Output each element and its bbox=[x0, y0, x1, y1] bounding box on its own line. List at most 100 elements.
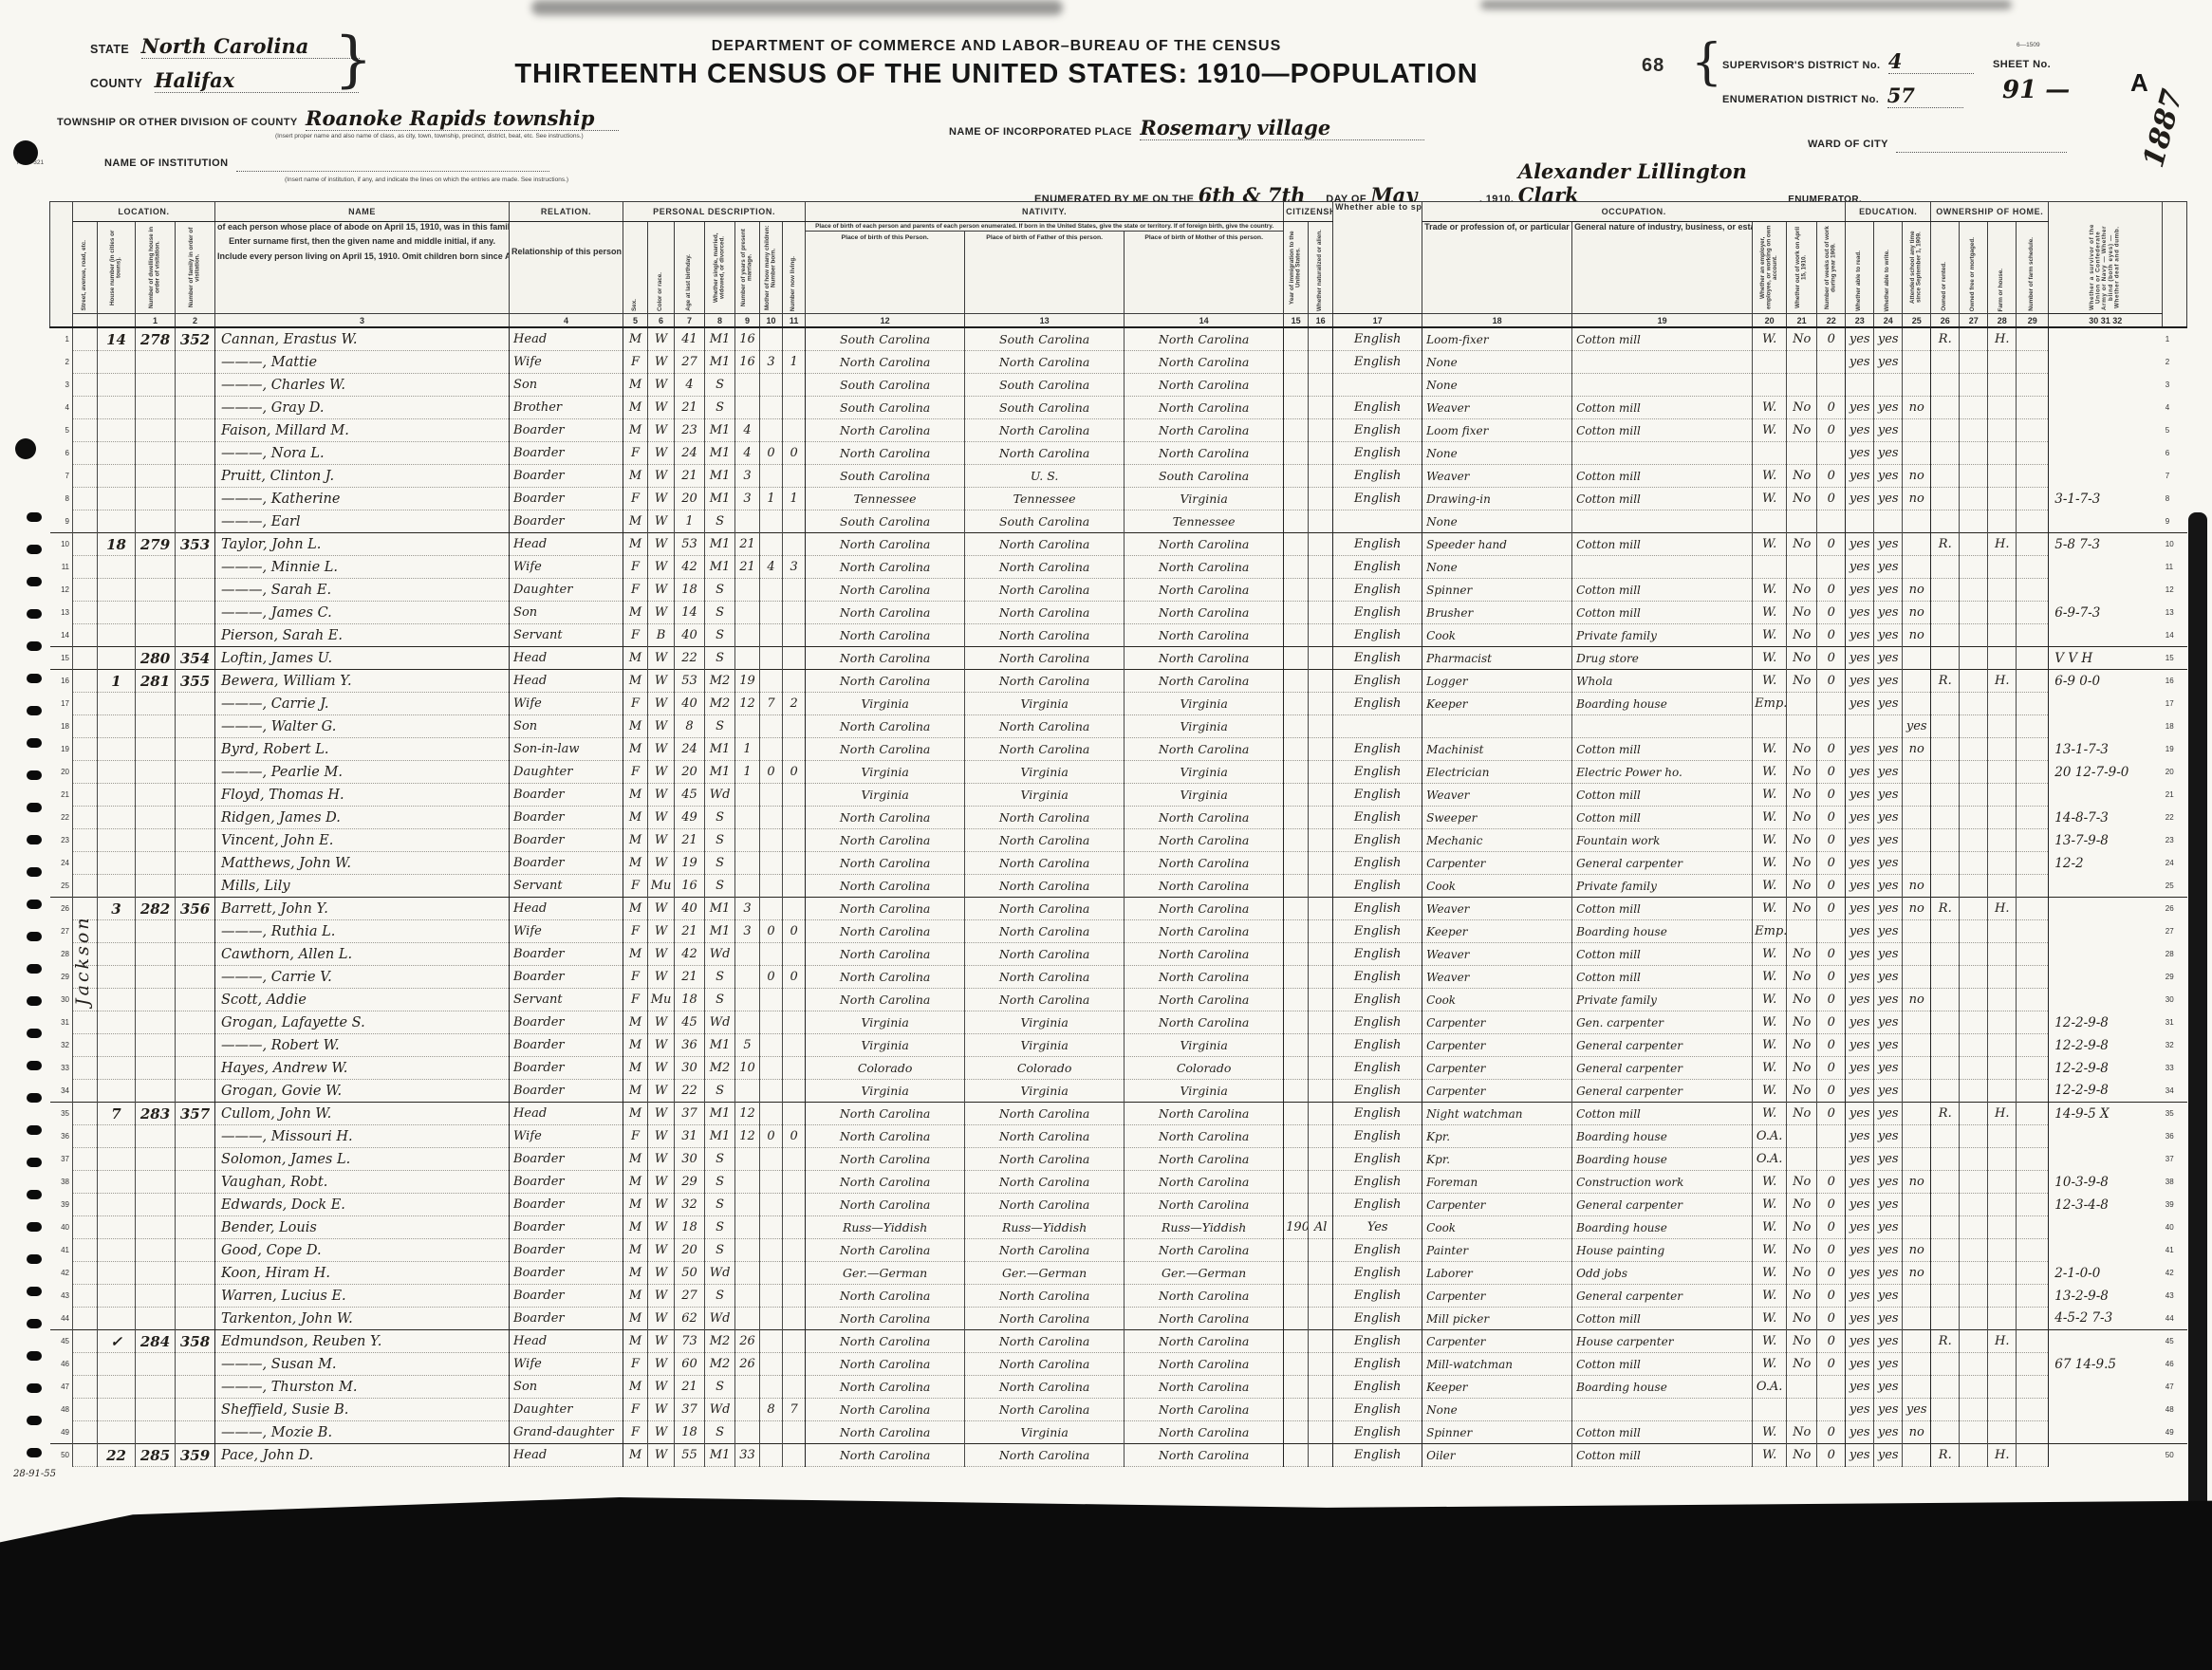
cell-sx: M bbox=[623, 1011, 648, 1034]
cell-fs bbox=[2016, 783, 2049, 807]
cell-fh bbox=[1987, 441, 2017, 465]
cell-bf: Russ—Yiddish bbox=[964, 1215, 1125, 1239]
cell-ym bbox=[734, 1215, 760, 1239]
cell-sx: F bbox=[623, 578, 648, 602]
cell-dw bbox=[135, 828, 176, 852]
cell-hn: 7 bbox=[97, 1102, 136, 1125]
line-number-right: 33 bbox=[2165, 1064, 2174, 1072]
line-number: 48 bbox=[61, 1405, 69, 1414]
cell-fh: H. bbox=[1987, 897, 2017, 920]
cell-sc bbox=[1902, 851, 1931, 875]
line-number: 17 bbox=[61, 699, 69, 708]
col-english-header: Whether able to speak English; or, if no… bbox=[1332, 201, 1423, 314]
cell-ym bbox=[734, 851, 760, 875]
cell-orr: R. bbox=[1930, 326, 1960, 351]
column-number: 17 bbox=[1332, 313, 1423, 328]
census-row: 32 ———, Robert W. Boarder M W 36 M1 5 Virginia Vi… bbox=[50, 1033, 2187, 1057]
cell-ow: No bbox=[1786, 418, 1817, 442]
cell-sx: M bbox=[623, 464, 648, 488]
cell-cb bbox=[759, 942, 783, 966]
sprocket-mark bbox=[27, 1093, 42, 1103]
cell-ow bbox=[1786, 692, 1817, 715]
cell-st bbox=[72, 1420, 98, 1444]
cell-im bbox=[1283, 874, 1309, 898]
col-employer-status-header: Whether an employer, employee, or workin… bbox=[1752, 221, 1788, 314]
cell-rd: yes bbox=[1845, 350, 1874, 374]
cell-sx: M bbox=[623, 783, 648, 807]
cell-em: O.A. bbox=[1752, 1124, 1787, 1148]
col-weeks-out-header: Number of weeks out of work during year … bbox=[1816, 221, 1847, 314]
cell-bp: North Carolina bbox=[805, 806, 965, 829]
cell-orr bbox=[1930, 783, 1960, 807]
cell-fm bbox=[174, 692, 215, 715]
cell-rl: Boarder bbox=[509, 1261, 623, 1285]
cell-fm bbox=[174, 373, 215, 397]
cell-st bbox=[72, 532, 98, 556]
cell-na bbox=[1308, 1329, 1333, 1353]
cell-ind: Cotton mill bbox=[1571, 897, 1753, 920]
cell-orr bbox=[1930, 1352, 1960, 1376]
census-row: 9 ———, Earl Boarder M W 1 S South Carolina South… bbox=[50, 510, 2187, 533]
cell-rl: Boarder bbox=[509, 1238, 623, 1262]
cell-cd bbox=[2048, 464, 2163, 488]
cell-wk bbox=[1816, 1147, 1846, 1171]
cell-bp: North Carolina bbox=[805, 897, 965, 920]
sprocket-mark bbox=[27, 609, 42, 619]
cell-ow bbox=[1786, 1147, 1817, 1171]
cell-bp: North Carolina bbox=[805, 1102, 965, 1125]
cell-ms: S bbox=[704, 1284, 735, 1308]
cell-nm: Sheffield, Susie B. bbox=[214, 1398, 510, 1421]
cell-na bbox=[1308, 1193, 1333, 1216]
cell-cr: Mu bbox=[647, 874, 675, 898]
cell-wr: yes bbox=[1873, 828, 1903, 852]
cell-cl: 1 bbox=[782, 487, 806, 510]
cell-cd bbox=[2048, 1215, 2163, 1239]
cell-ag: 32 bbox=[674, 1193, 705, 1216]
cell-oc: Oiler bbox=[1422, 1443, 1572, 1467]
cell-cb bbox=[759, 1238, 783, 1262]
cell-im bbox=[1283, 441, 1309, 465]
sprocket-mark bbox=[27, 1287, 42, 1296]
cell-na bbox=[1308, 942, 1333, 966]
cell-cd: 6-9-7-3 bbox=[2048, 601, 2163, 624]
census-row: 43 Warren, Lucius E. Boarder M W 27 S North Car… bbox=[50, 1284, 2187, 1308]
line-number-right: 46 bbox=[2165, 1360, 2174, 1368]
cell-bm: North Carolina bbox=[1124, 1147, 1284, 1171]
census-row: 45 ✓ 284 358 Edmundson, Reuben Y. Head M W 73 M2 2… bbox=[49, 1329, 2187, 1353]
cell-hn bbox=[97, 1238, 136, 1262]
cell-im bbox=[1283, 942, 1309, 966]
cell-rl: Boarder bbox=[509, 851, 623, 875]
cell-oc: None bbox=[1422, 555, 1572, 579]
cell-ow: No bbox=[1786, 737, 1817, 761]
cell-fs bbox=[2016, 1420, 2049, 1444]
cell-ms: S bbox=[704, 1079, 735, 1103]
cell-cd bbox=[2048, 897, 2163, 920]
cell-fm bbox=[174, 1147, 215, 1171]
cell-fs bbox=[2016, 737, 2049, 761]
cell-dw bbox=[135, 464, 176, 488]
cell-wr: yes bbox=[1873, 487, 1903, 510]
cell-st bbox=[72, 919, 98, 943]
cell-rl: Boarder bbox=[509, 441, 623, 465]
cell-lg: English bbox=[1332, 1284, 1422, 1308]
cell-dw bbox=[135, 874, 176, 898]
cell-bf: North Carolina bbox=[964, 1352, 1125, 1376]
cell-em: W. bbox=[1752, 532, 1787, 556]
cell-sc bbox=[1902, 1147, 1931, 1171]
cell-sx: M bbox=[623, 1147, 648, 1171]
cell-bm: North Carolina bbox=[1124, 1124, 1284, 1148]
census-row: 46 ———, Susan M. Wife F W 60 M2 26 North Carolin… bbox=[50, 1352, 2187, 1376]
cell-bp: North Carolina bbox=[805, 418, 965, 442]
cell-cr: B bbox=[647, 623, 675, 647]
county-label: COUNTY bbox=[90, 77, 143, 90]
cell-dw bbox=[135, 1079, 176, 1103]
cell-wk: 0 bbox=[1816, 326, 1846, 351]
cell-ym: 1 bbox=[734, 760, 760, 784]
cell-wk bbox=[1816, 555, 1846, 579]
cell-mg bbox=[1959, 1102, 1988, 1125]
cell-sc bbox=[1902, 1079, 1931, 1103]
cell-lg: English bbox=[1332, 601, 1422, 624]
cell-oc: None bbox=[1422, 510, 1572, 533]
cell-cd: 67 14-9.5 bbox=[2048, 1352, 2163, 1376]
cell-sc bbox=[1902, 1102, 1931, 1125]
